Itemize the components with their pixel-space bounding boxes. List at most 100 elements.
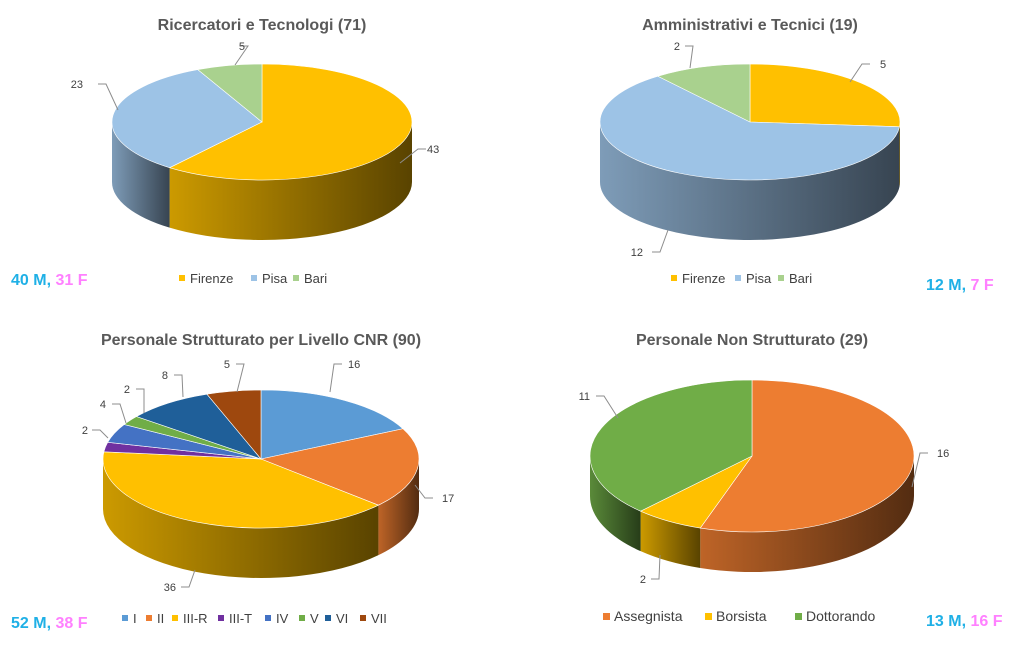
legend-swatch-borsista <box>705 613 712 620</box>
data-label-v: 2 <box>124 384 130 396</box>
pie-slice-bari <box>197 63 263 123</box>
female-count: 7 F <box>970 277 994 294</box>
legend-label-bari: Bari <box>789 271 812 286</box>
legend-swatch-vi <box>325 615 331 621</box>
pie-slice-pisa <box>599 75 900 181</box>
legend-label-vii: VII <box>371 611 387 626</box>
leader-line <box>414 484 433 499</box>
gender-count-livello-cnr: 52 M, 38 F <box>11 615 88 632</box>
data-labels: 43 23 5 <box>71 41 439 164</box>
pie-side-dottorando <box>590 456 641 552</box>
pie-slice-firenze <box>168 63 413 181</box>
legend-swatch-pisa <box>735 275 741 281</box>
data-label-dottorando: 11 <box>579 391 590 403</box>
pie-side-walls <box>112 122 412 240</box>
legend-label-iii-t: III-T <box>229 611 252 626</box>
leader-line <box>911 452 928 488</box>
pie-slice-pisa <box>111 69 263 169</box>
pie-slice-iii-r <box>102 451 380 529</box>
male-count: 12 M <box>926 277 962 294</box>
data-label-iv: 4 <box>100 399 106 411</box>
data-label-i: 16 <box>348 359 360 371</box>
data-label-iii-r: 36 <box>164 582 176 594</box>
legend-swatch-iv <box>265 615 271 621</box>
legend-label-iii-r: III-R <box>183 611 208 626</box>
female-count: 38 F <box>55 615 88 632</box>
legend: Firenze Pisa Bari <box>179 271 327 286</box>
data-labels: 16 17 36 2 4 2 8 5 <box>82 359 454 594</box>
pie-side-walls <box>600 122 900 240</box>
legend-label-firenze: Firenze <box>190 271 233 286</box>
legend-swatch-iii-t <box>218 615 224 621</box>
legend: Assegnista Borsista Dottorando <box>603 608 875 624</box>
legend-label-iv: IV <box>276 611 289 626</box>
pie-slice-vi <box>135 393 262 460</box>
chart-title: Personale Strutturato per Livello CNR (9… <box>101 332 421 349</box>
data-label-bari: 5 <box>239 41 245 53</box>
leader-line <box>652 229 669 253</box>
male-count: 13 M <box>926 613 962 630</box>
leader-line <box>234 45 249 66</box>
legend-swatch-bari <box>778 275 784 281</box>
legend-swatch-assegnista <box>603 613 610 620</box>
legend-swatch-i <box>122 615 128 621</box>
data-label-firenze: 5 <box>880 59 886 71</box>
legend-label-ii: II <box>157 611 164 626</box>
legend-swatch-dottorando <box>795 613 802 620</box>
leader-line <box>92 429 109 439</box>
pie-slice-firenze <box>749 63 901 128</box>
pie-slice-ii <box>259 428 420 506</box>
legend-label-vi: VI <box>336 611 348 626</box>
legend-label-pisa: Pisa <box>262 271 288 286</box>
pie-slice-i <box>260 389 404 460</box>
legend-swatch-firenze <box>671 275 677 281</box>
leader-line <box>98 83 119 111</box>
legend-label-i: I <box>133 611 137 626</box>
data-labels: 16 2 11 <box>579 391 950 586</box>
female-count: 16 F <box>970 613 1003 630</box>
legend-label-v: V <box>310 611 319 626</box>
data-label-vi: 8 <box>162 370 168 382</box>
pie-slice-assegnista <box>699 379 915 533</box>
pie-slice-dottorando <box>589 379 753 512</box>
data-label-firenze: 43 <box>427 144 439 156</box>
legend-swatch-bari <box>293 275 299 281</box>
pie-slice-bari <box>657 63 751 123</box>
pie-top <box>589 379 915 533</box>
pie-top <box>111 63 413 181</box>
legend-label-dottorando: Dottorando <box>806 608 875 624</box>
legend-swatch-vii <box>360 615 366 621</box>
pie-side-pisa <box>112 122 170 228</box>
leader-line <box>174 374 184 398</box>
leader-line <box>651 554 661 580</box>
data-label-iii-t: 2 <box>82 425 88 437</box>
male-count: 40 M <box>11 272 47 289</box>
pie-chart-non-strutturato: Personale Non Strutturato (29) 16 2 11 Asseg… <box>579 332 950 624</box>
leader-line <box>329 363 342 393</box>
chart-title: Personale Non Strutturato (29) <box>636 332 868 349</box>
pie-chart-amministrativi: Amministrativi e Tecnici (19) 5 12 2 Firenze… <box>599 17 901 286</box>
leader-line <box>399 148 426 164</box>
legend: I II III-R III-T IV V VI VII <box>122 611 387 626</box>
legend-swatch-firenze <box>179 275 185 281</box>
pie-chart-ricercatori: Ricercatori e Tecnologi (71) 43 23 5 Firenze… <box>71 17 440 286</box>
data-label-assegnista: 16 <box>937 448 949 460</box>
legend-swatch-ii <box>146 615 152 621</box>
legend-label-pisa: Pisa <box>746 271 772 286</box>
pie-side-iii-r <box>103 459 379 578</box>
legend-label-firenze: Firenze <box>682 271 725 286</box>
legend-label-assegnista: Assegnista <box>614 608 683 624</box>
leader-line <box>236 363 245 393</box>
chart-title: Ricercatori e Tecnologi (71) <box>158 17 367 34</box>
gender-count-amministrativi: 12 M, 7 F <box>926 277 994 294</box>
legend-swatch-iii-r <box>172 615 178 621</box>
data-labels: 5 12 2 <box>631 41 886 259</box>
data-label-pisa: 23 <box>71 79 83 91</box>
data-label-vii: 5 <box>224 359 230 371</box>
pie-side-firenze <box>169 122 412 240</box>
pie-top <box>102 389 420 529</box>
pie-side-assegnista <box>700 456 914 573</box>
legend: Firenze Pisa Bari <box>671 271 812 286</box>
leader-line <box>596 395 619 419</box>
leader-line <box>112 403 127 424</box>
